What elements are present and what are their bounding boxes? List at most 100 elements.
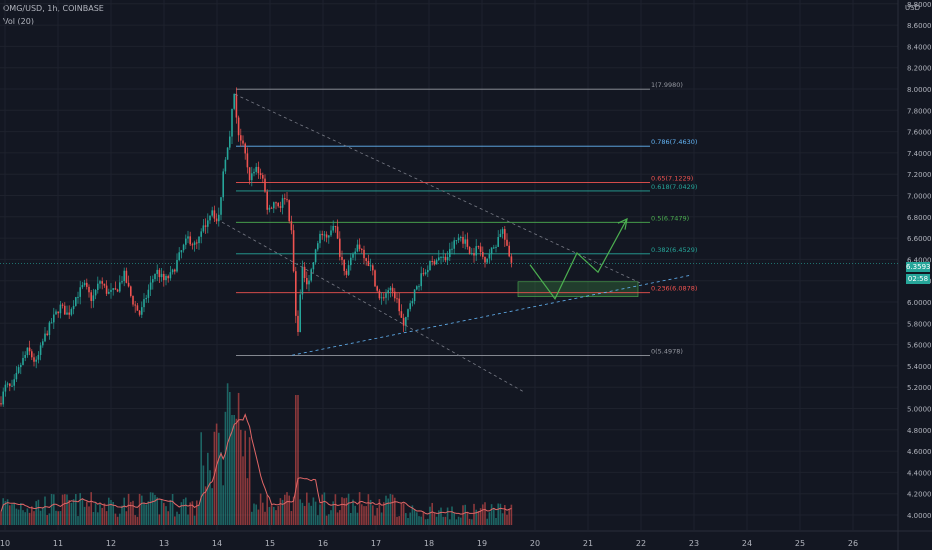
candle-body	[77, 296, 79, 298]
candle-body	[398, 298, 400, 312]
volume-bar	[75, 494, 77, 525]
volume-bar	[121, 505, 123, 525]
y-tick-label: 8.0000	[907, 86, 932, 94]
y-tick-label: 4.0000	[907, 512, 932, 520]
candle-body	[396, 298, 398, 300]
projection-arrow	[529, 218, 628, 300]
candle-body	[299, 294, 301, 333]
volume-bar	[292, 496, 295, 525]
candle-body	[31, 351, 33, 358]
candle-body	[383, 297, 385, 299]
volume-bar	[235, 418, 238, 525]
volume-indicator-label[interactable]: Vol (20)	[3, 17, 34, 26]
candle-body	[290, 221, 293, 231]
candle-body	[196, 242, 198, 244]
volume-bar	[207, 452, 209, 525]
candle-body	[479, 246, 482, 252]
volume-bar	[365, 506, 367, 525]
candle-body	[149, 282, 152, 290]
volume-bar	[53, 494, 55, 525]
candle-body	[229, 136, 231, 148]
volume-bar	[312, 497, 315, 525]
candle-body	[26, 347, 29, 355]
volume-bar	[490, 504, 493, 525]
volume-bar	[328, 514, 330, 525]
volume-bar	[372, 505, 374, 525]
candle-body	[176, 260, 178, 272]
candle-body	[81, 285, 84, 288]
candle-body	[262, 175, 264, 179]
candle-body	[372, 265, 374, 271]
volume-bar	[92, 512, 95, 525]
volume-bar	[506, 514, 508, 525]
candle-body	[389, 287, 392, 291]
fib-level-label: 1(7.9980)	[651, 81, 683, 89]
candle-body	[341, 256, 343, 260]
y-tick-label: 5.6000	[907, 342, 932, 350]
candle-body	[6, 383, 9, 385]
candle-body	[339, 238, 341, 257]
candle-body	[2, 391, 4, 405]
candle-body	[97, 283, 99, 291]
volume-bars	[0, 383, 513, 525]
candle-body	[292, 230, 295, 272]
y-tick-label: 8.4000	[907, 43, 932, 51]
x-tick-label: 12	[106, 539, 116, 548]
candle-body	[504, 229, 506, 240]
volume-bar	[374, 515, 376, 525]
x-tick-label: 11	[53, 539, 63, 548]
volume-bar	[165, 506, 167, 525]
candle-body	[367, 260, 370, 267]
x-tick-label: 22	[636, 539, 646, 548]
volume-bar	[479, 508, 482, 525]
candle-body	[55, 311, 57, 315]
volume-bar	[468, 518, 471, 525]
volume-bar	[174, 516, 176, 525]
candle-body	[180, 250, 183, 253]
volume-bar	[438, 510, 440, 525]
volume-bar	[119, 513, 121, 525]
volume-bar	[0, 511, 2, 525]
volume-bar	[488, 512, 491, 525]
volume-bar	[319, 504, 321, 525]
candle-body	[17, 367, 20, 373]
volume-bar	[158, 514, 161, 525]
volume-bar	[160, 499, 163, 525]
volume-bar	[209, 470, 211, 525]
volume-bar	[90, 492, 92, 525]
volume-bar	[211, 488, 213, 525]
x-tick-label: 20	[530, 539, 540, 548]
volume-bar	[284, 494, 286, 525]
volume-bar	[299, 499, 301, 525]
candle-body	[420, 273, 422, 287]
candle-body	[466, 239, 469, 247]
candle-body	[64, 305, 66, 315]
candle-body	[495, 246, 497, 248]
y-tick-label: 5.0000	[907, 406, 932, 414]
volume-bar	[477, 511, 480, 525]
volume-bar	[9, 505, 11, 525]
candle-body	[143, 299, 145, 308]
candle-body	[211, 210, 213, 216]
candle-body	[200, 231, 202, 237]
volume-bar	[407, 518, 409, 525]
x-tick-label: 16	[318, 539, 328, 548]
candle-body	[376, 286, 378, 291]
candle-body	[224, 159, 227, 172]
volume-bar	[152, 492, 154, 525]
candle-body	[57, 311, 59, 314]
candle-body	[422, 273, 425, 275]
volume-bar	[317, 515, 319, 525]
candle-body	[191, 244, 194, 246]
candle-body	[405, 317, 407, 326]
volume-bar	[70, 502, 73, 525]
volume-bar	[182, 499, 185, 525]
candle-body	[9, 383, 11, 387]
candle-body	[0, 403, 2, 405]
volume-bar	[39, 510, 42, 525]
volume-bar	[354, 505, 356, 525]
volume-bar	[237, 392, 240, 525]
x-tick-label: 15	[265, 539, 275, 548]
drawings	[0, 93, 898, 393]
